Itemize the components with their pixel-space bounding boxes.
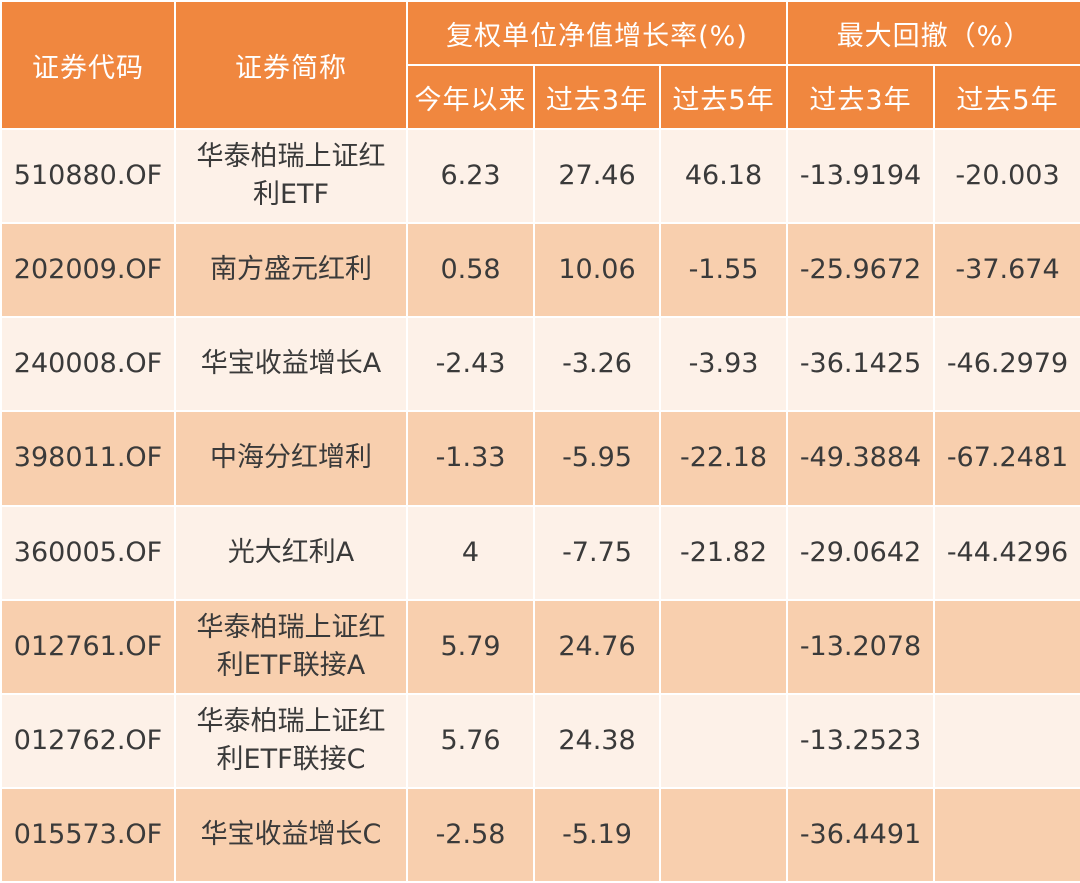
cell-name-line1: 华泰柏瑞上证红 <box>196 705 386 737</box>
header-code: 证券代码 <box>0 0 176 130</box>
header-drawdown-5y: 过去5年 <box>933 64 1080 130</box>
cell-code: 012761.OF <box>0 598 176 695</box>
cell-drawdown-5y: -20.003 <box>933 127 1080 225</box>
table-row: 510880.OF 华泰柏瑞上证红 利ETF 6.23 27.46 46.18 -… <box>0 127 1080 225</box>
table-row: 012761.OF 华泰柏瑞上证红 利ETF联接A 5.79 24.76 -13.… <box>0 598 1080 695</box>
cell-growth-5y <box>658 692 789 789</box>
table-row: 398011.OF 中海分红增利 -1.33 -5.95 -22.18 -49.… <box>0 410 1080 507</box>
cell-name: 华宝收益增长C <box>174 786 408 883</box>
cell-ytd: -1.33 <box>406 410 535 507</box>
cell-name-line1: 华泰柏瑞上证红 <box>196 611 386 643</box>
cell-name: 中海分红增利 <box>174 410 408 507</box>
cell-growth-3y: 24.38 <box>533 692 661 789</box>
cell-name-line2: 利ETF联接C <box>216 743 366 775</box>
cell-ytd: 5.79 <box>406 598 535 695</box>
cell-drawdown-3y: -49.3884 <box>786 410 936 507</box>
cell-code: 398011.OF <box>0 410 176 507</box>
cell-drawdown-3y: -13.9194 <box>786 127 936 225</box>
cell-code: 360005.OF <box>0 504 176 601</box>
cell-ytd: 0.58 <box>406 222 535 319</box>
cell-growth-5y: 46.18 <box>658 127 789 225</box>
table-row: 240008.OF 华宝收益增长A -2.43 -3.26 -3.93 -36.… <box>0 316 1080 413</box>
cell-drawdown-5y <box>933 786 1080 883</box>
header-growth-5y: 过去5年 <box>658 64 789 130</box>
header-drawdown-3y: 过去3年 <box>786 64 936 130</box>
cell-name: 华泰柏瑞上证红 利ETF <box>174 127 408 225</box>
cell-drawdown-3y: -13.2523 <box>786 692 936 789</box>
cell-ytd: 4 <box>406 504 535 601</box>
header-name: 证券简称 <box>174 0 408 130</box>
cell-ytd: -2.43 <box>406 316 535 413</box>
cell-growth-3y: 27.46 <box>533 127 661 225</box>
cell-code: 240008.OF <box>0 316 176 413</box>
cell-growth-3y: -5.95 <box>533 410 661 507</box>
cell-growth-5y <box>658 786 789 883</box>
cell-growth-3y: -5.19 <box>533 786 661 883</box>
cell-drawdown-3y: -36.4491 <box>786 786 936 883</box>
cell-name: 南方盛元红利 <box>174 222 408 319</box>
header-growth-3y: 过去3年 <box>533 64 661 130</box>
header-row-sub: 今年以来 过去3年 过去5年 过去3年 过去5年 <box>1 64 1080 130</box>
cell-name: 光大红利A <box>174 504 408 601</box>
table-row: 012762.OF 华泰柏瑞上证红 利ETF联接C 5.76 24.38 -13.… <box>0 692 1080 789</box>
cell-growth-5y: -22.18 <box>658 410 789 507</box>
cell-name: 华泰柏瑞上证红 利ETF联接A <box>174 598 408 695</box>
table-body: 510880.OF 华泰柏瑞上证红 利ETF 6.23 27.46 46.18 -… <box>0 127 1080 883</box>
cell-drawdown-3y: -13.2078 <box>786 598 936 695</box>
cell-ytd: 6.23 <box>406 127 535 225</box>
cell-ytd: 5.76 <box>406 692 535 789</box>
cell-growth-5y: -21.82 <box>658 504 789 601</box>
cell-name-line2: 利ETF联接A <box>216 649 366 681</box>
cell-growth-3y: 10.06 <box>533 222 661 319</box>
cell-drawdown-5y: -67.2481 <box>933 410 1080 507</box>
header-growth-group: 复权单位净值增长率(%) <box>405 0 789 66</box>
cell-name-line1: 华泰柏瑞上证红 <box>196 141 386 173</box>
cell-drawdown-5y <box>933 598 1080 695</box>
cell-name: 华泰柏瑞上证红 利ETF联接C <box>174 692 408 789</box>
cell-code: 015573.OF <box>0 786 176 883</box>
cell-growth-5y <box>658 598 789 695</box>
cell-name: 华宝收益增长A <box>174 316 408 413</box>
header-row-top: 证券代码 证券简称 复权单位净值增长率(%) 最大回撤（%） <box>0 0 1080 130</box>
table-header: 证券代码 证券简称 复权单位净值增长率(%) 最大回撤（%） 今年以来 过去3年… <box>0 0 1080 130</box>
header-drawdown-group: 最大回撤（%） <box>786 0 1080 66</box>
cell-growth-5y: -1.55 <box>658 222 789 319</box>
cell-growth-3y: -7.75 <box>533 504 661 601</box>
table-row: 015573.OF 华宝收益增长C -2.58 -5.19 -36.4491 <box>0 786 1080 883</box>
cell-ytd: -2.58 <box>406 786 535 883</box>
cell-growth-3y: -3.26 <box>533 316 661 413</box>
cell-drawdown-5y <box>933 692 1080 789</box>
header-ytd: 今年以来 <box>406 64 535 130</box>
cell-code: 510880.OF <box>0 127 176 225</box>
table-row: 202009.OF 南方盛元红利 0.58 10.06 -1.55 -25.96… <box>0 222 1080 319</box>
cell-drawdown-5y: -46.2979 <box>933 316 1080 413</box>
cell-code: 202009.OF <box>0 222 176 319</box>
cell-drawdown-3y: -36.1425 <box>786 316 936 413</box>
cell-drawdown-5y: -37.674 <box>933 222 1080 319</box>
cell-drawdown-3y: -25.9672 <box>786 222 936 319</box>
cell-name-line2: 利ETF <box>252 179 330 211</box>
cell-code: 012762.OF <box>0 692 176 789</box>
cell-growth-3y: 24.76 <box>533 598 661 695</box>
cell-drawdown-3y: -29.0642 <box>786 504 936 601</box>
cell-drawdown-5y: -44.4296 <box>933 504 1080 601</box>
cell-growth-5y: -3.93 <box>658 316 789 413</box>
table-row: 360005.OF 光大红利A 4 -7.75 -21.82 -29.0642 … <box>0 504 1080 601</box>
